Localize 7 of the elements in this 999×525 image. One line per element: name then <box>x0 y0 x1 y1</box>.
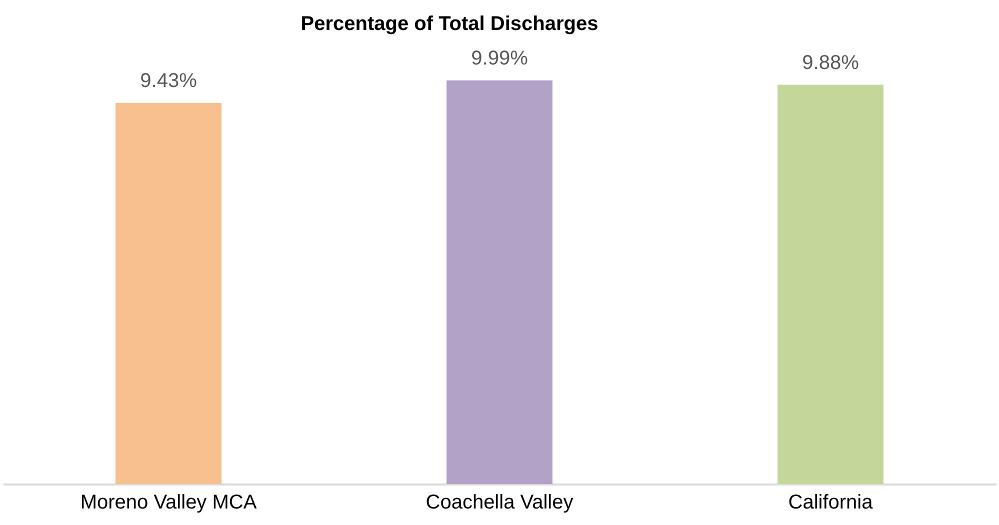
chart-title: Percentage of Total Discharges <box>300 13 598 35</box>
data-label: 9.43% <box>140 70 198 92</box>
data-label: 9.88% <box>802 52 860 74</box>
data-label: 9.99% <box>471 47 528 70</box>
x-tick-label: Moreno Valley MCA <box>80 492 258 514</box>
x-tick-label: Coachella Valley <box>426 492 574 514</box>
x-tick-label: California <box>788 492 874 514</box>
